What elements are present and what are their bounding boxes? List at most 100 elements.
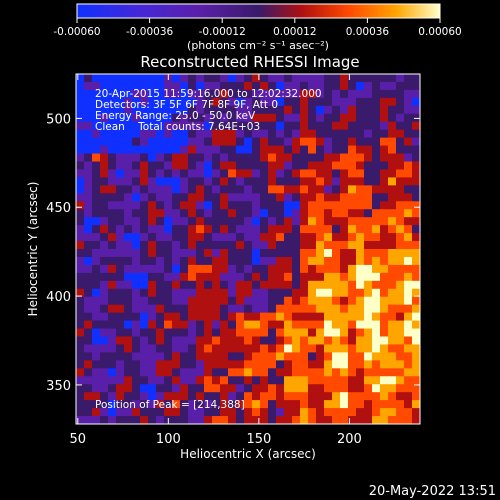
heatmap-cell (76, 249, 85, 258)
heatmap-cell (92, 304, 101, 314)
heatmap-cell (284, 352, 293, 361)
heatmap-cell (372, 177, 381, 186)
heatmap-cell (220, 256, 229, 266)
heatmap-cell (324, 121, 333, 131)
x-tick-label: 100 (156, 432, 181, 447)
heatmap-cell (260, 312, 269, 322)
heatmap-cell (196, 280, 205, 290)
heatmap-cell (276, 249, 285, 258)
heatmap-cell (84, 145, 93, 155)
heatmap-cell (404, 296, 413, 306)
heatmap-cell (156, 288, 165, 298)
heatmap-cell (388, 81, 397, 91)
heatmap-cell (396, 304, 405, 314)
heatmap-cell (84, 137, 93, 147)
heatmap-cell (332, 320, 341, 330)
annotation-detectors: Detectors: 3F 5F 6F 7F 8F 9F, Att 0 (95, 99, 278, 111)
heatmap-cell (164, 312, 173, 322)
heatmap-cell (396, 209, 405, 218)
heatmap-cell (164, 169, 173, 179)
heatmap-cell (100, 121, 109, 131)
heatmap-cell (308, 137, 317, 147)
heatmap-cell (404, 360, 413, 369)
heatmap-cell (316, 209, 325, 218)
heatmap-cell (316, 241, 325, 250)
heatmap-cell (388, 201, 397, 210)
heatmap-cell (148, 376, 157, 385)
heatmap-cell (356, 288, 365, 298)
heatmap-cell (252, 264, 261, 274)
heatmap-cell (244, 272, 253, 282)
heatmap-cell (228, 74, 237, 83)
heatmap-cell (164, 161, 173, 171)
heatmap-cell (372, 384, 381, 393)
heatmap-cell (172, 129, 181, 139)
heatmap-cell (316, 129, 325, 139)
heatmap-cell (180, 384, 189, 393)
heatmap-cell (180, 368, 189, 377)
heatmap-cell (332, 312, 341, 322)
heatmap-cell (196, 193, 205, 202)
heatmap-cell (292, 400, 301, 409)
heatmap-cell (220, 336, 229, 346)
heatmap-cell (172, 336, 181, 346)
heatmap-cell (124, 304, 133, 314)
heatmap-cell (388, 169, 397, 179)
heatmap-cell (156, 384, 165, 393)
heatmap-cell (220, 217, 229, 226)
heatmap-cell (284, 161, 293, 171)
heatmap-cell (204, 360, 213, 369)
heatmap-cell (340, 193, 349, 202)
heatmap-cell (388, 296, 397, 306)
heatmap-cell (228, 105, 237, 115)
heatmap-cell (196, 129, 205, 139)
heatmap-cell (244, 376, 253, 385)
heatmap-cell (92, 225, 101, 234)
heatmap-cell (340, 368, 349, 377)
heatmap-cell (124, 169, 133, 179)
heatmap-cell (84, 89, 93, 99)
heatmap-cell (284, 177, 293, 186)
heatmap-cell (324, 241, 333, 250)
heatmap-cell (252, 185, 261, 194)
heatmap-cell (276, 376, 285, 385)
heatmap-cell (364, 113, 373, 123)
heatmap-cell (364, 129, 373, 139)
heatmap-cell (228, 352, 237, 361)
heatmap-cell (396, 249, 405, 258)
heatmap-cell (180, 296, 189, 306)
heatmap-cell (76, 89, 85, 99)
heatmap-cell (156, 233, 165, 242)
heatmap-cell (276, 145, 285, 155)
heatmap-cell (412, 217, 420, 226)
heatmap-cell (340, 225, 349, 234)
heatmap-cell (332, 336, 341, 346)
heatmap-cell (100, 376, 109, 385)
heatmap-cell (180, 344, 189, 354)
heatmap-cell (356, 384, 365, 393)
heatmap-cell (108, 74, 117, 83)
heatmap-cell (156, 209, 165, 218)
heatmap-cell (348, 344, 357, 354)
heatmap-cell (372, 217, 381, 226)
heatmap-cell (316, 225, 325, 234)
heatmap-cell (244, 225, 253, 234)
heatmap-cell (292, 304, 301, 314)
heatmap-cell (364, 217, 373, 226)
heatmap-cell (300, 97, 309, 107)
heatmap-cell (316, 264, 325, 274)
heatmap-cell (196, 368, 205, 377)
heatmap-cell (324, 368, 333, 377)
heatmap-cell (100, 320, 109, 330)
heatmap-cell (412, 304, 420, 314)
heatmap-cell (252, 344, 261, 354)
heatmap-cell (404, 145, 413, 155)
heatmap-cell (108, 249, 117, 258)
heatmap-cell (100, 169, 109, 179)
heatmap-cell (340, 328, 349, 338)
heatmap-cell (100, 304, 109, 314)
heatmap-cell (84, 193, 93, 202)
heatmap-cell (108, 177, 117, 186)
heatmap-cell (212, 320, 221, 330)
colorbar-gradient (76, 3, 441, 19)
